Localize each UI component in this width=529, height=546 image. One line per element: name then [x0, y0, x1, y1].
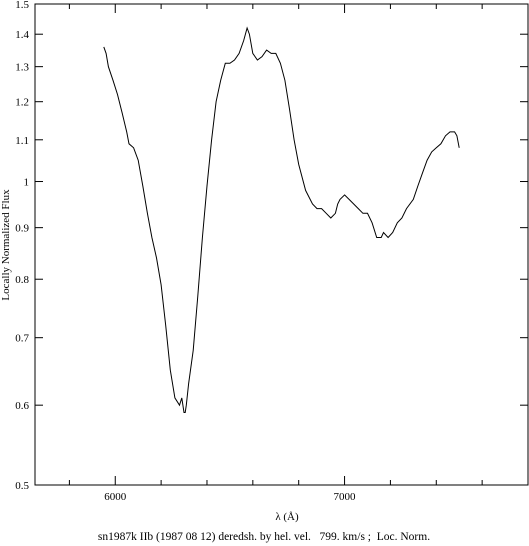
- y-tick-label: 0.9: [15, 223, 29, 235]
- axis-ticks: [35, 3, 528, 486]
- y-axis-title: Locally Normalized Flux: [0, 189, 12, 301]
- tick-labels: 0.5 0.6 0.7 0.8 0.9 1 1.1 1.2 1.3 1.4 1.5 6000 7000: [15, 0, 356, 503]
- y-tick-label: 0.6: [15, 400, 29, 412]
- spectrum-line: [103, 26, 460, 413]
- y-tick-label: 0.5: [15, 480, 29, 492]
- chart-caption: sn1987k IIb (1987 08 12) deredsh. by hel…: [98, 531, 430, 543]
- y-tick-label: 1: [24, 177, 30, 189]
- y-tick-label: 1.2: [15, 97, 29, 109]
- y-tick-label: 1.3: [15, 62, 29, 74]
- plot-frame: [34, 3, 529, 486]
- y-tick-label: 0.7: [15, 333, 29, 345]
- x-axis-title: λ (Å): [275, 511, 299, 523]
- y-tick-label: 1.4: [15, 29, 29, 41]
- y-tick-label: 0.8: [15, 274, 29, 286]
- x-tick-label: 6000: [104, 491, 127, 503]
- y-tick-label: 1.5: [15, 0, 29, 11]
- y-tick-label: 1.1: [15, 135, 29, 147]
- x-tick-label: 7000: [334, 491, 357, 503]
